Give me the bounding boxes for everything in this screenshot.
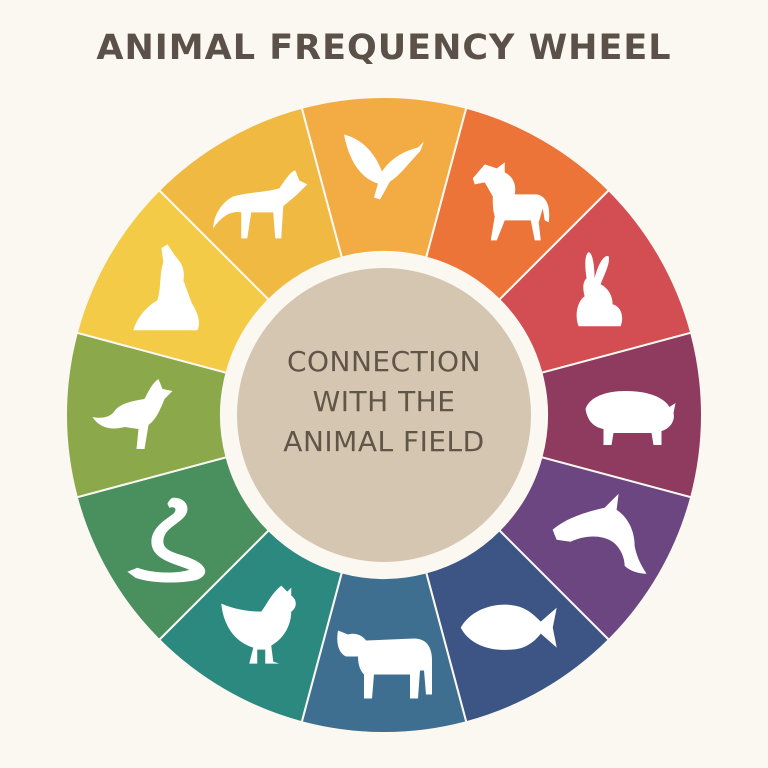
bird-icon <box>344 134 424 200</box>
pig-icon <box>585 391 676 445</box>
wheel-icons <box>92 134 676 699</box>
fox-icon <box>92 379 173 449</box>
center-line-1: CONNECTION <box>286 345 482 378</box>
fish-icon <box>460 604 557 650</box>
horse-icon <box>472 162 550 241</box>
center-line-3: ANIMAL FIELD <box>283 425 485 458</box>
chicken-icon <box>221 585 296 664</box>
center-line-2: WITH THE <box>312 385 456 418</box>
center-label: CONNECTION WITH THE ANIMAL FIELD <box>244 342 524 462</box>
center-circle <box>237 268 531 562</box>
rabbit-icon <box>576 252 623 327</box>
page-title: ANIMAL FREQUENCY WHEEL <box>96 28 672 68</box>
wolf-icon <box>213 170 308 239</box>
dog-icon <box>133 244 200 331</box>
dolphin-icon <box>552 493 647 574</box>
cow-icon <box>337 630 432 699</box>
snake-icon <box>127 497 206 583</box>
